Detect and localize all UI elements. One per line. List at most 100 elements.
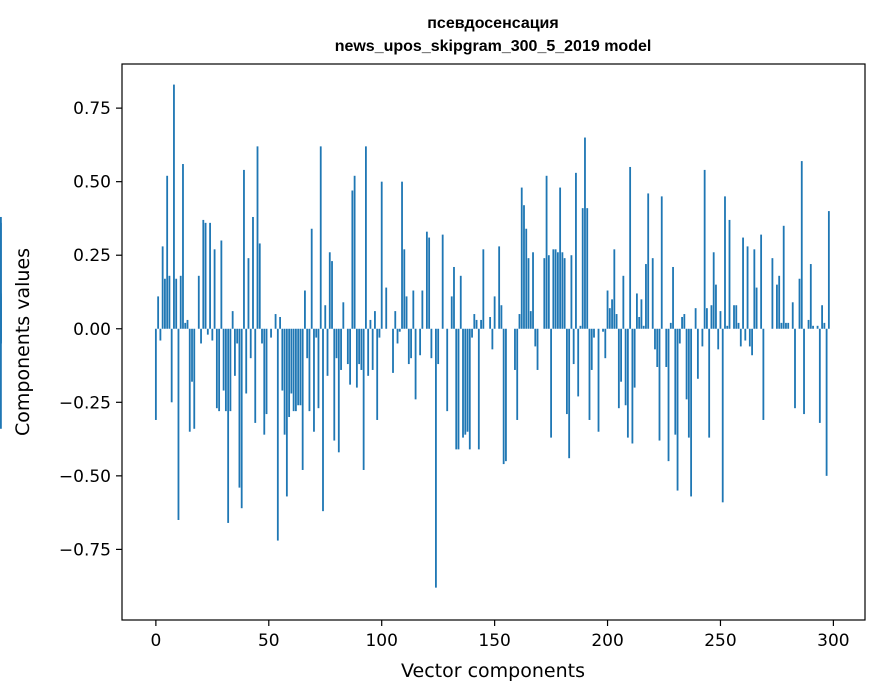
bar [672,266,674,329]
bar [554,249,557,329]
bar [315,328,318,338]
bar [159,328,162,341]
y-tick-label: 0.50 [73,173,111,193]
bar [735,305,738,329]
bar [823,322,826,329]
bar [626,328,629,438]
bar [459,275,462,329]
bar [453,266,455,329]
bar [597,328,600,432]
bar [552,249,555,329]
bar [328,252,331,329]
bar [157,296,160,329]
bar [360,328,363,370]
bar [776,284,778,329]
bar [491,328,494,350]
bar [290,328,293,394]
bar [0,222,2,329]
bar [629,166,632,329]
bar [430,328,433,359]
bar [477,328,480,450]
bar [785,322,787,329]
bar [719,311,722,329]
bar [428,237,431,329]
bar [200,328,202,344]
bar [480,319,482,329]
bar [807,319,810,329]
bar [457,328,460,450]
bar [283,328,286,435]
bar [407,328,410,365]
bar [270,328,272,338]
bar [398,328,401,332]
bar [821,305,823,329]
bar [642,325,645,329]
bar [412,290,415,329]
bar [254,328,257,423]
bar [577,328,580,397]
bar [475,319,478,329]
bar [803,328,805,415]
bar [455,328,458,450]
bar [346,328,349,365]
bar [547,255,550,329]
bar [787,322,790,329]
bar [636,293,638,329]
bar [243,169,245,329]
bar [712,252,715,329]
bar [186,319,189,329]
bar [437,328,440,365]
bar [177,328,180,520]
bar [349,328,351,385]
bar [751,328,753,356]
bar [310,228,313,329]
bar [739,328,742,347]
bar [188,328,191,432]
bar [570,255,573,329]
bar [168,275,171,329]
bar [294,328,297,412]
bar [575,172,577,329]
bar [669,322,672,329]
bar [545,175,548,329]
bar [701,328,704,347]
bar [658,328,661,441]
bar [376,328,379,420]
bar [297,328,300,406]
bar [717,328,720,350]
bar [247,258,250,329]
bar [647,193,650,329]
bar [154,328,157,420]
bar [211,328,214,341]
bar [534,328,537,347]
bar [742,237,744,329]
bar [369,319,372,329]
bar [771,258,774,329]
bar [617,328,620,409]
x-tick-label: 200 [591,631,623,651]
bar [561,252,564,329]
bar [778,275,781,329]
bar [588,328,591,420]
bar [523,205,525,329]
y-tick-label: −0.25 [59,393,111,413]
bar [340,328,342,370]
bar [441,234,444,329]
bar [365,146,367,329]
bar [161,246,164,329]
bar [245,328,248,394]
bar [175,278,178,329]
bar [782,225,785,329]
bar [204,222,207,329]
bar [550,328,552,438]
bar [468,328,471,450]
bar [633,328,636,388]
bar [182,164,184,329]
bar [313,328,315,432]
bar [231,311,234,329]
bar [665,328,668,367]
bar [536,328,539,370]
bar [656,328,659,367]
bar [435,328,437,588]
bar [748,328,751,347]
